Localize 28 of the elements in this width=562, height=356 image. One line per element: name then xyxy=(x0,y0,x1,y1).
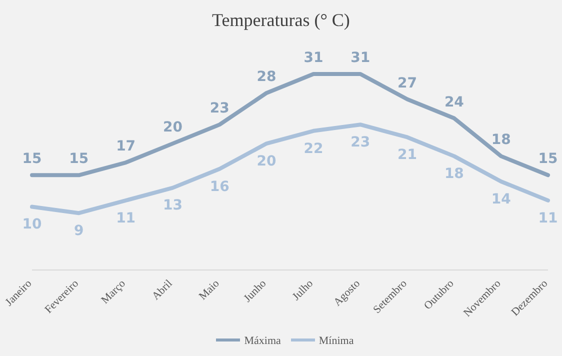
data-label: 16 xyxy=(210,178,230,195)
x-tick-label: Maio xyxy=(196,277,222,303)
data-label: 11 xyxy=(116,210,136,226)
data-label: 28 xyxy=(256,68,276,85)
chart-title: Temperaturas (° C) xyxy=(211,10,351,31)
data-label: 15 xyxy=(69,151,89,168)
data-label: 24 xyxy=(444,94,464,110)
data-label: 21 xyxy=(398,147,418,164)
data-label: 31 xyxy=(350,50,370,66)
legend-label: Mínima xyxy=(318,334,354,347)
data-label: 13 xyxy=(162,198,182,214)
data-label: 17 xyxy=(116,138,136,155)
legend-label: Máxima xyxy=(244,334,281,347)
data-label: 20 xyxy=(256,153,277,170)
data-label: 15 xyxy=(538,151,558,168)
data-label: 15 xyxy=(22,151,42,168)
data-label: 18 xyxy=(491,132,511,148)
data-label: 27 xyxy=(398,75,418,92)
data-label: 11 xyxy=(538,210,558,226)
data-label: 31 xyxy=(304,50,324,66)
data-label: 23 xyxy=(350,134,370,151)
data-label: 9 xyxy=(74,223,84,240)
data-label: 10 xyxy=(22,216,42,233)
data-label: 20 xyxy=(162,120,183,136)
data-label: 18 xyxy=(444,166,464,182)
data-label: 22 xyxy=(304,140,324,157)
data-label: 14 xyxy=(491,191,512,208)
data-label: 23 xyxy=(210,100,230,117)
